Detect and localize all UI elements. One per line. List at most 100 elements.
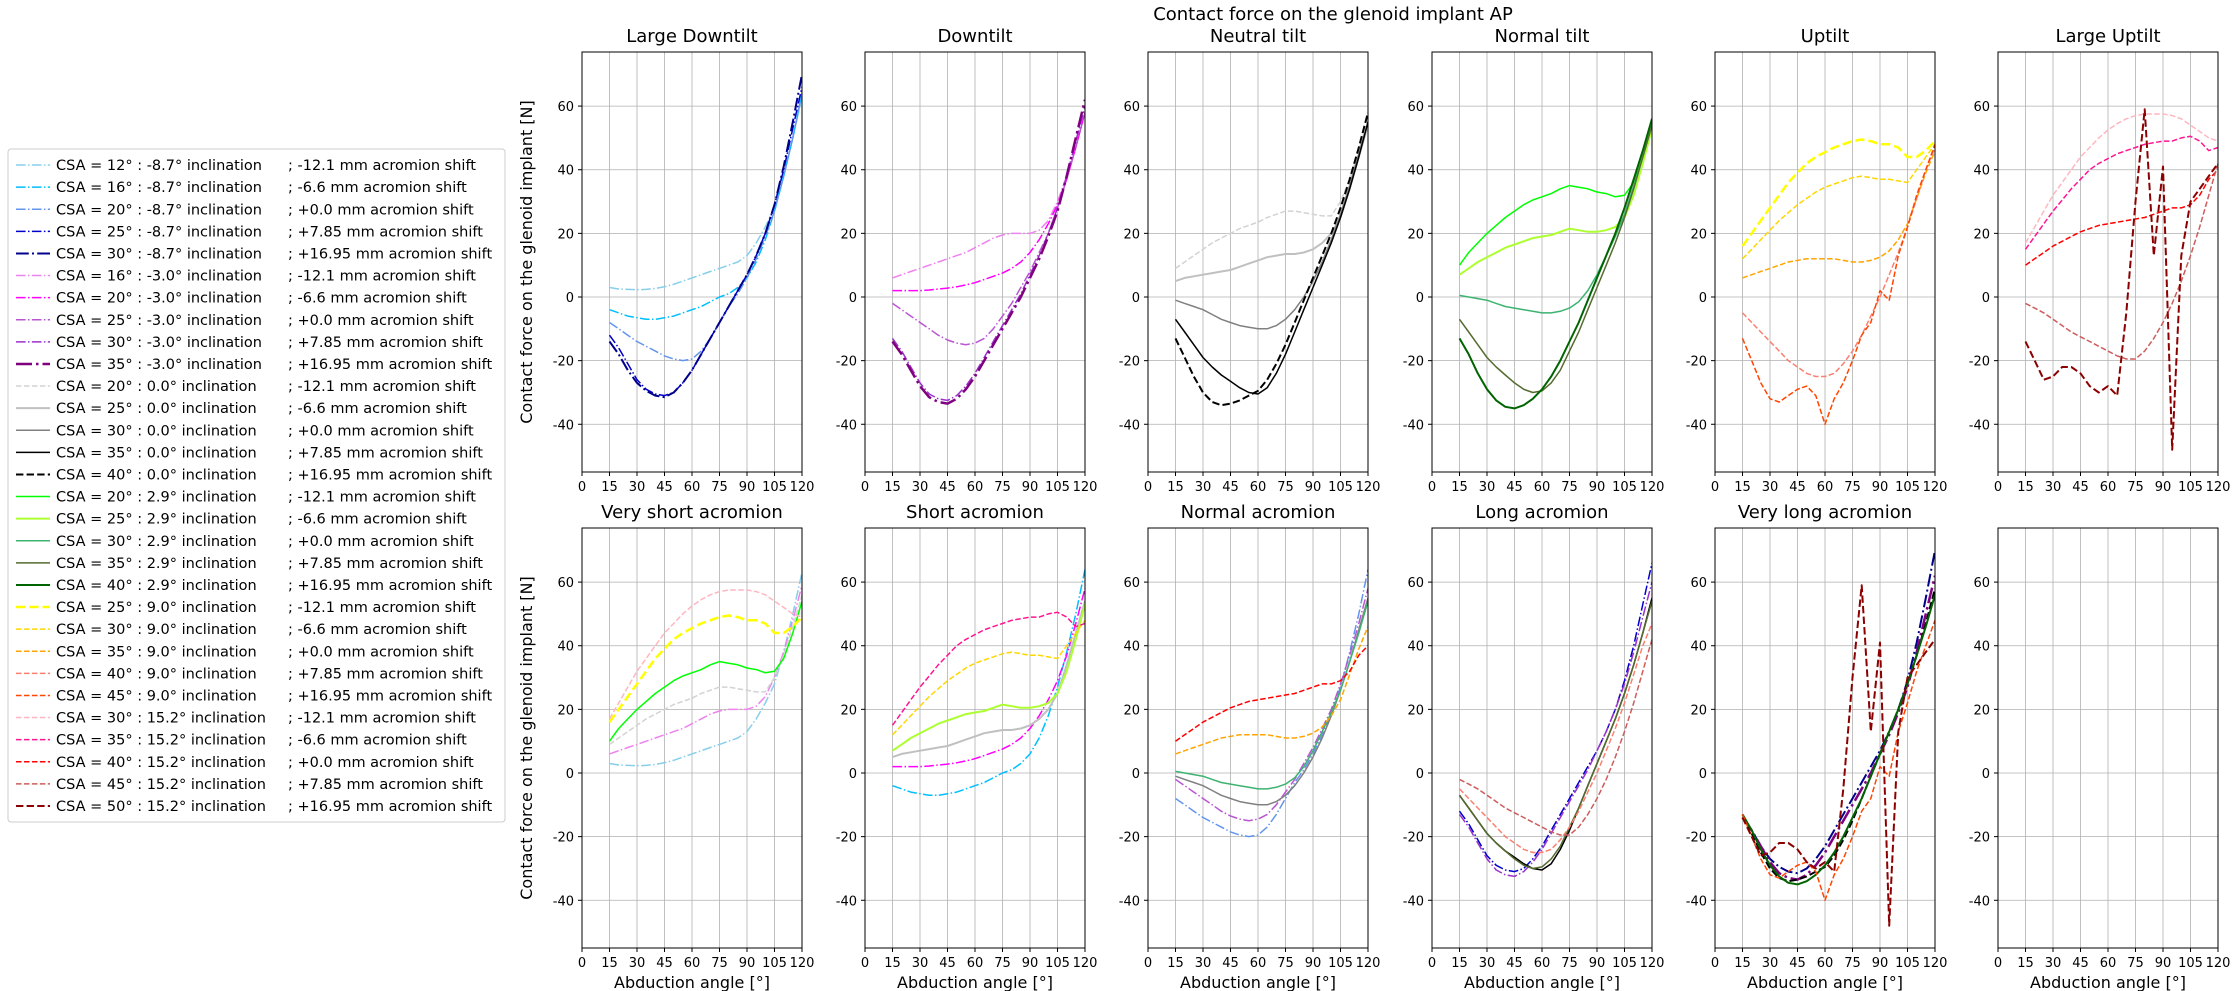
y-tick-label: 40	[1690, 640, 1707, 655]
y-tick-label: 20	[840, 703, 857, 718]
legend-item: CSA = 25° : 9.0° inclination ; -12.1 mm a…	[16, 600, 476, 616]
x-tick-label: 15	[601, 956, 618, 971]
series-line	[1458, 581, 1652, 878]
legend-label: CSA = 35° : -3.0° inclination	[56, 357, 262, 373]
x-tick-label: 105	[1895, 480, 1920, 495]
y-tick-label: 20	[1407, 703, 1424, 718]
x-tick-label: 0	[861, 480, 869, 495]
series-line	[891, 611, 1085, 726]
y-tick-label: 60	[1407, 576, 1424, 591]
x-tick-label: 15	[1167, 956, 1184, 971]
legend-label: CSA = 30° : -3.0° inclination	[56, 335, 262, 351]
legend-item: CSA = 25° : 2.9° inclination ; -6.6 mm ac…	[16, 512, 467, 528]
y-tick-label: 40	[1973, 164, 1990, 179]
y-tick-label: 0	[1982, 767, 1990, 782]
panel-2: 0 15 30 45 60 75 90 105 120 -40 -20 0 20 40 60 Downtilt	[836, 26, 1098, 495]
y-tick-label: 0	[566, 291, 574, 306]
legend-label: CSA = 20° : -8.7° inclination	[56, 202, 262, 218]
x-tick-label: 120	[1640, 956, 1665, 971]
y-tick-label: 20	[1690, 227, 1707, 242]
legend-label-shift: ; +0.0 mm acromion shift	[288, 313, 474, 329]
panel-9: 0 15 30 45 60 75 90 105 120 -40 -20 0 20 40 60 Normal a…	[1119, 502, 1381, 991]
series-group	[891, 569, 1085, 797]
panel-title: Very short acromion	[601, 502, 783, 523]
x-tick-label: 90	[1022, 480, 1039, 495]
x-tick-label: 15	[2017, 480, 2034, 495]
x-tick-label: 75	[994, 956, 1011, 971]
y-tick-label: -40	[1119, 894, 1140, 909]
y-tick-label: -40	[1969, 418, 1990, 433]
y-tick-label: 0	[1699, 767, 1707, 782]
series-line	[1458, 562, 1652, 873]
x-tick-label: 15	[601, 480, 618, 495]
x-tick-label: 105	[1045, 956, 1070, 971]
legend-label: CSA = 16° : -3.0° inclination	[56, 269, 262, 285]
panel-8: 0 15 30 45 60 75 90 105 120 -40 -20 0 20 40 60 Short ac…	[836, 502, 1098, 991]
legend-label: CSA = 40° : 9.0° inclination	[56, 666, 257, 682]
x-tick-label: 75	[2127, 480, 2144, 495]
y-tick-label: 20	[557, 703, 574, 718]
legend-label: CSA = 45° : 9.0° inclination	[56, 688, 257, 704]
series-line	[1175, 118, 1368, 270]
panel-title: Downtilt	[937, 26, 1012, 47]
panel-7: 0 15 30 45 60 75 90 105 120 -40 -20 0 20 40 60 Very sho…	[517, 502, 814, 991]
legend-label: CSA = 12° : -8.7° inclination	[56, 158, 262, 174]
x-tick-label: 120	[1073, 956, 1098, 971]
x-tick-label: 90	[1022, 956, 1039, 971]
legend-label: CSA = 25° : -3.0° inclination	[56, 313, 262, 329]
series-line	[1174, 112, 1368, 407]
series-line	[1175, 626, 1368, 755]
y-tick-label: 0	[849, 767, 857, 782]
x-tick-label: 30	[1762, 956, 1779, 971]
legend-label-shift: ; +7.85 mm acromion shift	[288, 556, 483, 572]
legend-label: CSA = 16° : -8.7° inclination	[56, 180, 262, 196]
legend-item: CSA = 40° : 9.0° inclination ; +7.85 mm a…	[16, 666, 483, 682]
panel-12: 0 15 30 45 60 75 90 105 120 -40 -20 0 20 40 60 Abductio…	[1969, 527, 2230, 991]
legend-label-shift: ; +0.0 mm acromion shift	[288, 423, 474, 439]
y-tick-label: -20	[1969, 831, 1990, 846]
x-tick-label: 45	[2072, 956, 2089, 971]
x-tick-label: 15	[884, 956, 901, 971]
x-tick-label: 120	[790, 480, 815, 495]
y-tick-label: 20	[1123, 227, 1140, 242]
legend-item: CSA = 35° : 9.0° inclination ; +0.0 mm ac…	[16, 644, 474, 660]
legend-item: CSA = 25° : -3.0° inclination ; +0.0 mm a…	[16, 313, 474, 329]
y-tick-label: 0	[1982, 291, 1990, 306]
y-tick-label: 20	[1973, 703, 1990, 718]
y-tick-label: -20	[1403, 831, 1424, 846]
legend-item: CSA = 30° : 0.0° inclination ; +0.0 mm ac…	[16, 423, 474, 439]
x-tick-label: 105	[2178, 956, 2203, 971]
series-line	[891, 604, 1085, 752]
y-tick-label: -20	[1686, 831, 1707, 846]
series-line	[2024, 135, 2218, 250]
legend-item: CSA = 30° : -3.0° inclination ; +7.85 mm …	[16, 335, 483, 351]
legend-label-shift: ; +7.85 mm acromion shift	[288, 445, 483, 461]
legend-item: CSA = 16° : -8.7° inclination ; -6.6 mm a…	[16, 180, 467, 196]
x-tick-label: 60	[1534, 480, 1551, 495]
x-tick-label: 120	[2206, 480, 2231, 495]
panel-1: 0 15 30 45 60 75 90 105 120 -40 -20 0 20 40 60 Large Do…	[517, 26, 814, 495]
x-tick-label: 105	[1045, 480, 1070, 495]
legend-label-shift: ; +7.85 mm acromion shift	[288, 335, 483, 351]
legend-label: CSA = 20° : -3.0° inclination	[56, 291, 262, 307]
x-tick-label: 30	[1479, 956, 1496, 971]
legend-item: CSA = 40° : 2.9° inclination ; +16.95 mm …	[16, 578, 492, 594]
x-tick-label: 105	[762, 956, 787, 971]
y-tick-label: 60	[840, 100, 857, 115]
x-tick-label: 15	[1167, 480, 1184, 495]
x-tick-label: 120	[1356, 480, 1381, 495]
legend-label: CSA = 40° : 0.0° inclination	[56, 467, 257, 483]
legend-frame	[7, 148, 506, 823]
x-tick-label: 90	[1305, 480, 1322, 495]
x-tick-label: 90	[1872, 956, 1889, 971]
y-tick-label: -20	[836, 831, 857, 846]
x-tick-label: 60	[2100, 480, 2117, 495]
series-line	[1741, 144, 1935, 426]
legend-label-shift: ; +16.95 mm acromion shift	[288, 799, 492, 815]
x-tick-label: 60	[1250, 956, 1267, 971]
legend-item: CSA = 25° : -8.7° inclination ; +7.85 mm …	[16, 224, 483, 240]
x-tick-label: 0	[1994, 956, 2002, 971]
x-tick-label: 105	[1328, 956, 1353, 971]
x-tick-label: 15	[884, 480, 901, 495]
